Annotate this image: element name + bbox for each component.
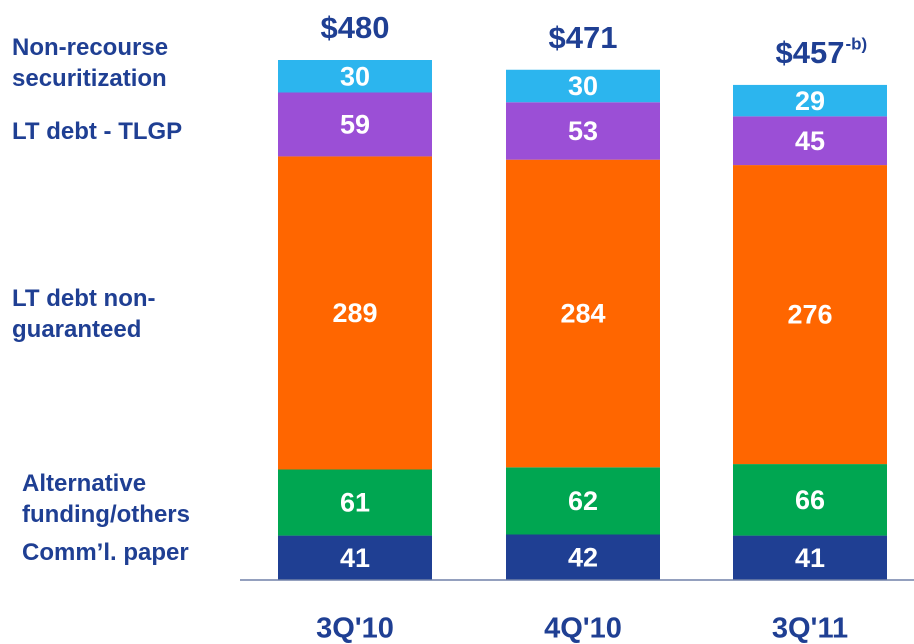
value-label: 29 xyxy=(795,86,825,116)
bar-segment xyxy=(506,467,660,535)
x-tick-label: 3Q'11 xyxy=(772,613,848,644)
value-label: 61 xyxy=(340,488,370,518)
legend-label: LT debt non-guaranteed xyxy=(12,285,156,343)
legend-label: LT debt - TLGP xyxy=(12,118,183,145)
value-label: 41 xyxy=(795,543,825,573)
bar-segment xyxy=(278,156,432,470)
value-label: 30 xyxy=(568,71,598,101)
bar-segment xyxy=(506,534,660,580)
value-label: 62 xyxy=(568,486,598,516)
bar-segment xyxy=(278,535,432,580)
value-label: 276 xyxy=(787,300,832,330)
legend-label: Non-recourse securitization xyxy=(12,34,169,92)
total-note: -b) xyxy=(845,34,867,53)
value-label: 53 xyxy=(568,116,598,146)
value-label: 42 xyxy=(568,542,598,572)
value-label: 284 xyxy=(560,299,605,329)
bar-segment xyxy=(733,464,887,536)
bar-segment xyxy=(278,469,432,536)
legend-label: Comm’l. paper xyxy=(22,539,189,566)
bar-segment xyxy=(506,159,660,468)
value-label: 289 xyxy=(332,298,377,328)
x-tick-label: 4Q'10 xyxy=(544,613,622,644)
bar-segment xyxy=(506,102,660,160)
x-tick-label: 3Q'10 xyxy=(316,613,394,644)
bar-segment xyxy=(733,84,887,117)
bar-segment xyxy=(733,116,887,166)
bar-segment xyxy=(278,92,432,157)
bar-segment xyxy=(278,60,432,93)
legend-label: Alternative funding/others xyxy=(22,470,190,528)
value-label: 66 xyxy=(795,485,825,515)
total-label: $480 xyxy=(321,10,390,45)
bar-segment xyxy=(506,69,660,103)
value-label: 41 xyxy=(340,543,370,573)
bar-segment xyxy=(733,535,887,580)
value-label: 30 xyxy=(340,61,370,91)
total-label: $471 xyxy=(549,20,618,55)
value-label: 45 xyxy=(795,126,825,156)
value-label: 59 xyxy=(340,110,370,140)
bar-segment xyxy=(733,165,887,465)
total-label: $457 xyxy=(776,35,845,70)
